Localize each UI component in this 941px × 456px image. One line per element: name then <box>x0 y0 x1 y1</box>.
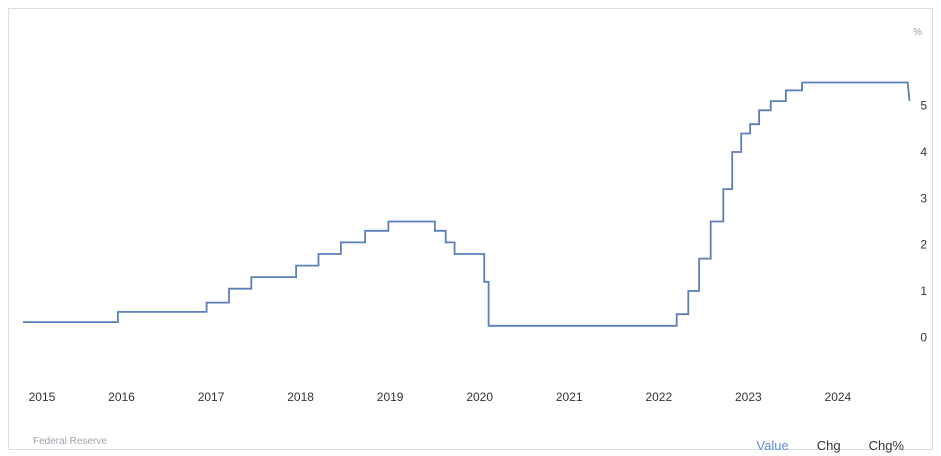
chart-frame: 2015 2016 2017 2018 2019 2020 2021 2022 2023 2024… <box>8 8 933 453</box>
x-tick-label: 2024 <box>825 390 852 404</box>
x-tick-label: 2020 <box>466 390 493 404</box>
x-tick-label: 2018 <box>287 390 314 404</box>
x-tick-label: 2017 <box>198 390 225 404</box>
y-axis-unit: % <box>913 27 922 38</box>
y-tick-label: 0 <box>920 330 927 344</box>
x-tick-label: 2021 <box>556 390 583 404</box>
rate-chart: 2015 2016 2017 2018 2019 2020 2021 2022 2023 2024… <box>23 27 927 404</box>
x-tick-label: 2023 <box>735 390 762 404</box>
x-tick-label: 2015 <box>29 390 56 404</box>
y-tick-label: 5 <box>920 99 927 113</box>
tab-value[interactable]: Value <box>756 438 789 453</box>
x-tick-label: 2016 <box>108 390 135 404</box>
rate-series-line <box>23 81 911 327</box>
y-tick-label: 1 <box>920 284 927 298</box>
y-axis-ticks: 0 1 2 3 4 5 <box>920 99 927 345</box>
mode-tabs: Value Chg Chg% <box>756 438 904 453</box>
y-tick-label: 3 <box>920 191 927 205</box>
tab-chg-pct[interactable]: Chg% <box>868 438 904 453</box>
x-tick-label: 2022 <box>645 390 672 404</box>
x-axis-ticks: 2015 2016 2017 2018 2019 2020 2021 2022 2023 2024 <box>29 390 852 404</box>
source-label: Federal Reserve <box>33 436 107 447</box>
x-tick-label: 2019 <box>377 390 404 404</box>
tab-chg[interactable]: Chg <box>816 438 841 453</box>
y-tick-label: 4 <box>920 145 927 159</box>
y-tick-label: 2 <box>920 238 927 252</box>
